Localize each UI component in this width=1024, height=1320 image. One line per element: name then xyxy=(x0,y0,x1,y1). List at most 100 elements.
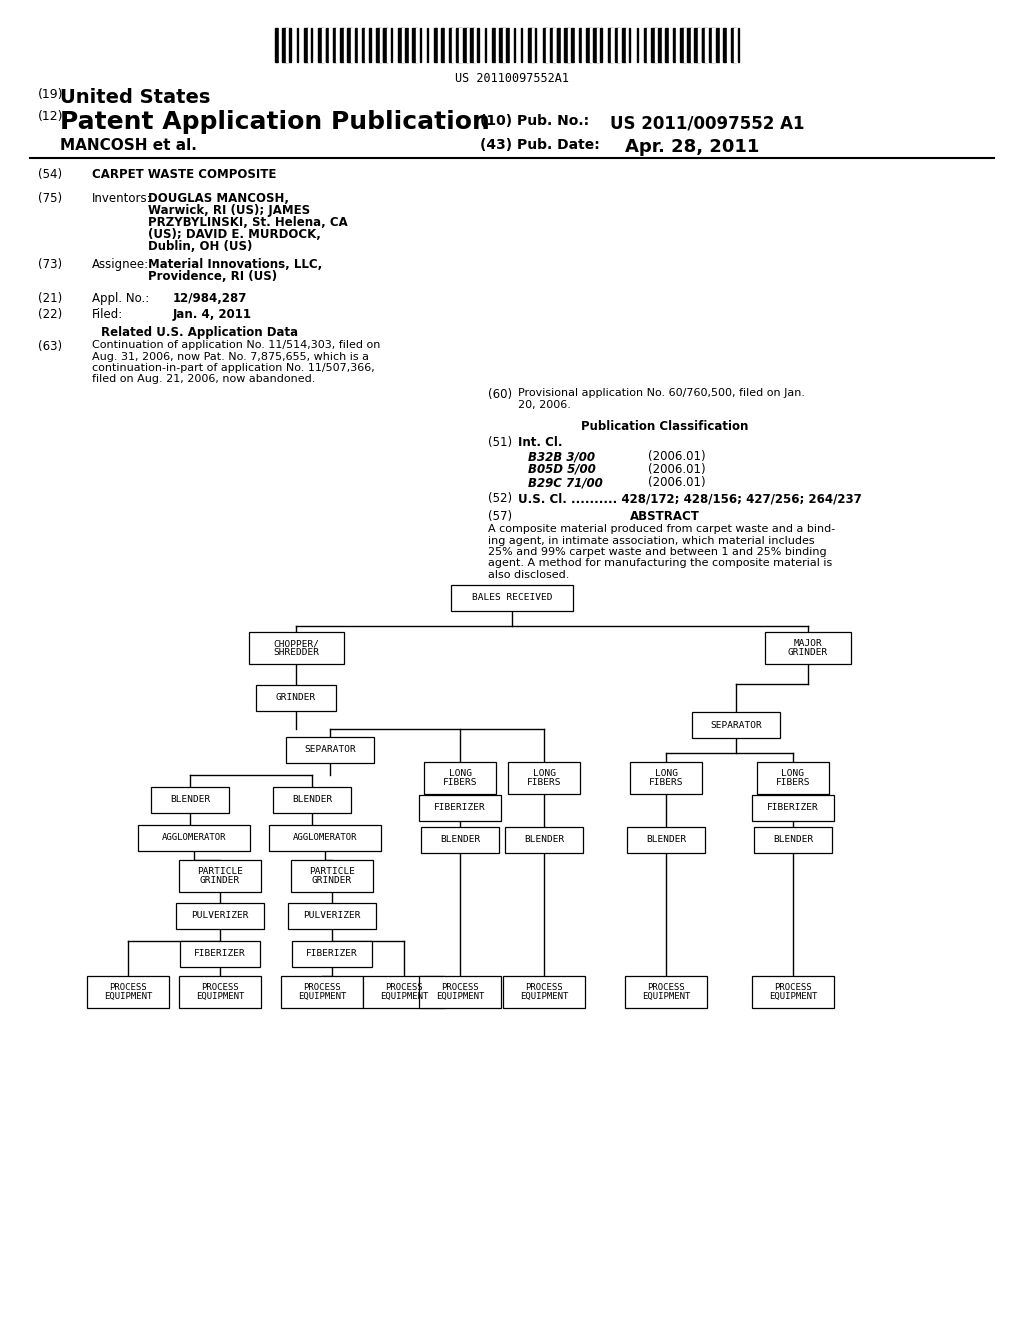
Text: PRZYBYLINSKI, St. Helena, CA: PRZYBYLINSKI, St. Helena, CA xyxy=(148,216,348,228)
Bar xyxy=(701,28,708,62)
Bar xyxy=(290,28,291,62)
Bar xyxy=(640,28,645,62)
Text: GRINDER: GRINDER xyxy=(787,648,828,657)
Bar xyxy=(430,28,436,62)
Bar xyxy=(514,28,515,62)
Text: (51): (51) xyxy=(488,436,512,449)
Text: EQUIPMENT: EQUIPMENT xyxy=(196,993,244,1001)
Bar xyxy=(470,28,475,62)
Bar xyxy=(557,28,560,62)
Bar xyxy=(600,28,602,62)
Text: (22): (22) xyxy=(38,308,62,321)
Bar xyxy=(546,28,551,62)
Text: FIBERS: FIBERS xyxy=(526,777,561,787)
Bar xyxy=(694,28,700,62)
Text: continuation-in-part of application No. 11/507,366,: continuation-in-part of application No. … xyxy=(92,363,375,374)
Bar xyxy=(716,28,719,62)
Text: (54): (54) xyxy=(38,168,62,181)
Text: A composite material produced from carpet waste and a bind-: A composite material produced from carpe… xyxy=(488,524,836,535)
Bar xyxy=(637,28,638,62)
Text: ing agent, in intimate association, which material includes: ing agent, in intimate association, whic… xyxy=(488,536,815,545)
Bar xyxy=(680,28,686,62)
Bar xyxy=(333,28,336,62)
Bar xyxy=(311,28,312,62)
Bar xyxy=(401,28,408,62)
Text: (2006.01): (2006.01) xyxy=(648,477,706,488)
Text: BLENDER: BLENDER xyxy=(773,836,813,845)
Bar xyxy=(444,28,449,62)
Bar xyxy=(597,28,600,62)
Bar xyxy=(419,975,501,1008)
Bar xyxy=(362,975,445,1008)
Bar xyxy=(413,28,418,62)
Text: EQUIPMENT: EQUIPMENT xyxy=(103,993,153,1001)
Text: LONG: LONG xyxy=(449,770,471,777)
Bar xyxy=(460,28,465,62)
Text: SEPARATOR: SEPARATOR xyxy=(304,746,356,755)
Bar xyxy=(706,28,710,62)
Bar xyxy=(676,28,678,62)
Bar xyxy=(398,28,403,62)
Text: FIBERIZER: FIBERIZER xyxy=(195,949,246,958)
Bar xyxy=(564,28,570,62)
Bar xyxy=(138,825,250,851)
Bar xyxy=(741,28,745,62)
Bar xyxy=(286,737,374,763)
Bar xyxy=(727,28,730,62)
Bar xyxy=(180,941,260,968)
Bar xyxy=(713,28,718,62)
Text: Aug. 31, 2006, now Pat. No. 7,875,655, which is a: Aug. 31, 2006, now Pat. No. 7,875,655, w… xyxy=(92,351,369,362)
Text: US 20110097552A1: US 20110097552A1 xyxy=(455,73,569,84)
Text: FIBERIZER: FIBERIZER xyxy=(767,804,819,813)
Text: Int. Cl.: Int. Cl. xyxy=(518,436,562,449)
Bar xyxy=(622,28,626,62)
Text: Jan. 4, 2011: Jan. 4, 2011 xyxy=(173,308,252,321)
Bar xyxy=(723,28,726,62)
Text: PROCESS: PROCESS xyxy=(303,983,341,993)
Text: U.S. Cl. .......... 428/172; 428/156; 427/256; 264/237: U.S. Cl. .......... 428/172; 428/156; 42… xyxy=(518,492,862,506)
Text: 20, 2006.: 20, 2006. xyxy=(518,400,570,411)
Bar xyxy=(517,28,523,62)
Text: B05D 5/00: B05D 5/00 xyxy=(528,463,596,477)
Bar xyxy=(347,28,352,62)
Bar xyxy=(361,28,366,62)
Bar xyxy=(406,28,408,62)
Text: (60): (60) xyxy=(488,388,512,401)
Text: (57): (57) xyxy=(488,510,512,523)
Bar xyxy=(463,28,469,62)
Bar xyxy=(416,28,420,62)
Bar xyxy=(604,28,609,62)
Bar xyxy=(421,828,499,853)
Text: B29C 71/00: B29C 71/00 xyxy=(528,477,603,488)
Bar xyxy=(754,828,831,853)
Text: CHOPPER/: CHOPPER/ xyxy=(273,639,319,648)
Bar xyxy=(651,28,656,62)
Bar xyxy=(467,28,472,62)
Bar xyxy=(528,28,534,62)
Text: PROCESS: PROCESS xyxy=(441,983,479,993)
Text: PROCESS: PROCESS xyxy=(385,983,423,993)
Text: (12): (12) xyxy=(38,110,63,123)
Bar xyxy=(249,632,343,664)
Bar xyxy=(419,795,501,821)
Bar xyxy=(510,28,514,62)
Bar xyxy=(553,28,555,62)
Bar xyxy=(644,28,646,62)
Bar xyxy=(560,28,562,62)
Text: MAJOR: MAJOR xyxy=(794,639,822,648)
Bar xyxy=(730,28,736,62)
Text: filed on Aug. 21, 2006, now abandoned.: filed on Aug. 21, 2006, now abandoned. xyxy=(92,375,315,384)
Bar xyxy=(691,28,696,62)
Bar xyxy=(383,28,388,62)
Bar xyxy=(687,28,692,62)
Bar xyxy=(87,975,169,1008)
Text: Warwick, RI (US); JAMES: Warwick, RI (US); JAMES xyxy=(148,205,310,216)
Bar xyxy=(521,28,522,62)
Bar xyxy=(176,903,264,929)
Text: PARTICLE: PARTICLE xyxy=(309,867,355,876)
Text: Publication Classification: Publication Classification xyxy=(582,420,749,433)
Bar xyxy=(669,28,671,62)
Bar xyxy=(734,28,740,62)
Bar xyxy=(614,28,621,62)
Text: DOUGLAS MANCOSH,: DOUGLAS MANCOSH, xyxy=(148,191,289,205)
